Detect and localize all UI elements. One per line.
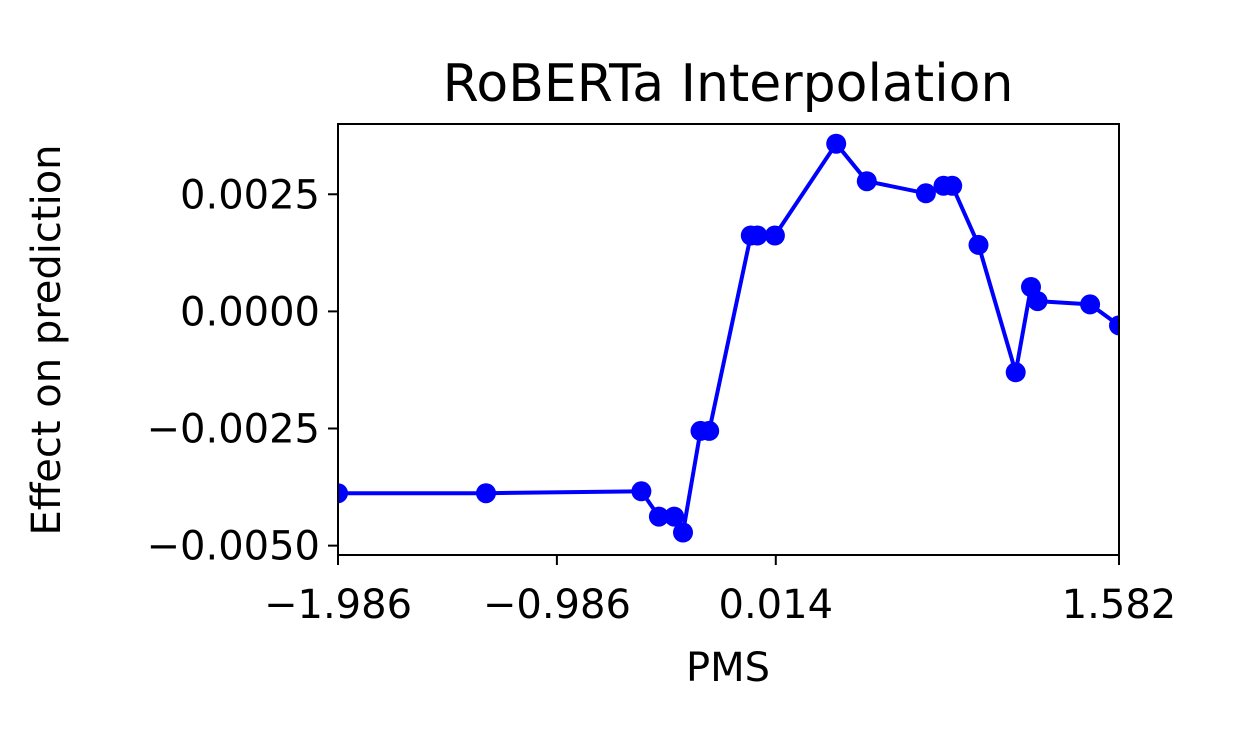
y-tick-label: −0.0025 xyxy=(147,407,320,453)
y-tick-label: −0.0050 xyxy=(147,524,320,570)
x-tick-label: −0.986 xyxy=(483,582,631,628)
y-axis-label: Effect on prediction xyxy=(24,144,70,535)
x-axis-label: PMS xyxy=(686,645,770,691)
data-point xyxy=(942,175,963,196)
axes: −1.986 −0.986 0.014 1.582 0.0025 0.0000 −0.002… xyxy=(147,123,1177,628)
plot-area xyxy=(338,133,1119,543)
data-point xyxy=(1027,291,1048,312)
x-tick-label: −1.986 xyxy=(264,582,412,628)
data-point xyxy=(699,420,720,441)
data-point xyxy=(1080,294,1101,315)
chart-title: RoBERTa Interpolation xyxy=(443,54,1014,114)
data-point xyxy=(915,183,936,204)
data-point xyxy=(1109,315,1119,336)
data-point xyxy=(648,506,669,527)
axes-frame xyxy=(337,123,1120,556)
x-tick-label: 1.582 xyxy=(1062,582,1177,628)
data-point xyxy=(1005,362,1026,383)
y-tick-label: 0.0025 xyxy=(180,172,320,218)
data-point xyxy=(826,133,847,154)
data-point xyxy=(673,522,693,543)
data-point xyxy=(747,225,768,246)
data-point xyxy=(631,481,652,502)
data-point xyxy=(764,225,785,246)
data-point xyxy=(476,483,496,504)
series-line xyxy=(338,141,1119,535)
data-point xyxy=(338,483,348,504)
x-tick-label: 0.014 xyxy=(719,582,834,628)
y-tick-label: 0.0000 xyxy=(180,289,320,335)
data-point xyxy=(856,171,877,192)
data-point xyxy=(968,234,989,255)
data-point xyxy=(664,506,685,527)
